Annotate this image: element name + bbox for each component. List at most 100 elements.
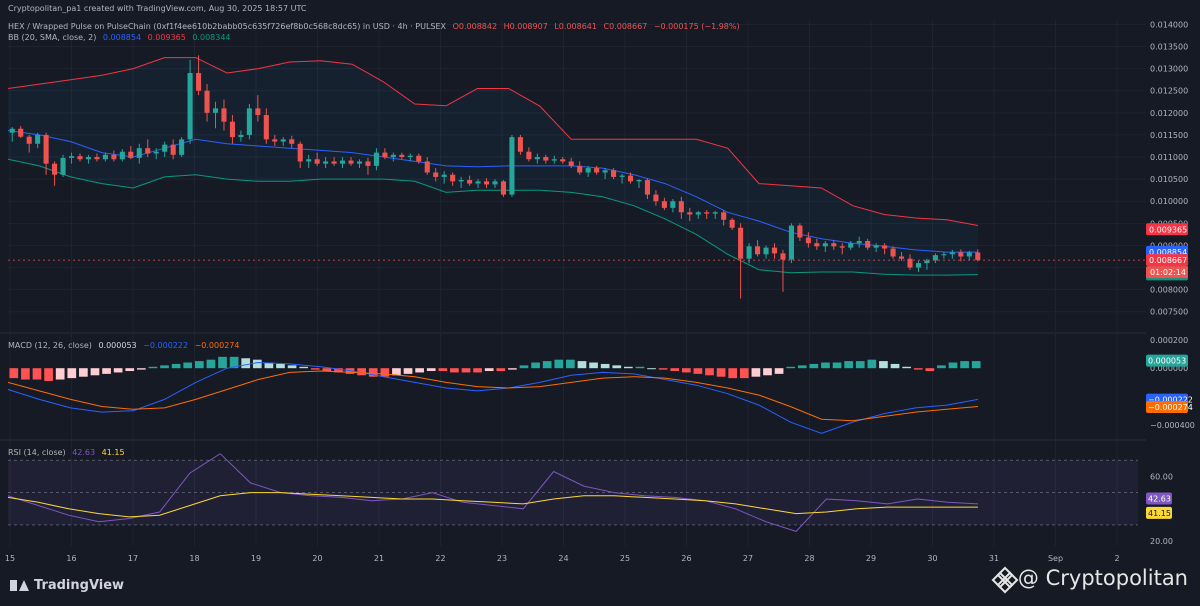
- rsi-axis-marker: [1146, 506, 1172, 519]
- candle-body: [721, 212, 727, 220]
- candle-body: [450, 174, 456, 182]
- bb-legend[interactable]: BB (20, SMA, close, 2) 0.008854 0.009365…: [8, 33, 235, 42]
- time-tick-label: 17: [128, 554, 138, 563]
- macd-histogram-bar: [102, 368, 111, 374]
- candle-body: [670, 201, 676, 208]
- rsi-ma-line: [7, 492, 978, 518]
- rsi-axis-marker-label: 42.63: [1148, 495, 1171, 504]
- macd-histogram-bar: [194, 361, 204, 369]
- chart-canvas[interactable]: 0.014000 0.013500 0.013000 0.012500 0.012000…: [0, 0, 1200, 570]
- candle-body: [661, 201, 667, 208]
- candle-body: [382, 152, 388, 158]
- macd-histogram-bar: [438, 368, 448, 372]
- candle-body: [568, 161, 574, 166]
- candle-body: [306, 159, 312, 162]
- macd-histogram-bar: [879, 361, 888, 369]
- tradingview-logo[interactable]: TradingView: [10, 578, 124, 593]
- bb-lower-value: 0.008344: [192, 33, 231, 42]
- time-tick-label: 15: [5, 554, 15, 563]
- candle-body: [695, 212, 701, 215]
- candle-body: [221, 108, 227, 122]
- macd-histogram-bar: [542, 361, 552, 369]
- macd-histogram-bar: [322, 368, 332, 372]
- candle-body: [949, 252, 955, 255]
- candle-body: [839, 246, 845, 248]
- macd-label: MACD (12, 26, close): [8, 341, 92, 350]
- candle-body: [340, 160, 346, 164]
- price-tick-label: 0.011500: [1150, 131, 1188, 140]
- time-tick-label: 26: [681, 554, 691, 563]
- price-tick-label: 0.013000: [1150, 65, 1188, 74]
- candle-body: [882, 245, 888, 249]
- macd-histogram-bar: [809, 363, 819, 369]
- candle-body: [229, 121, 235, 138]
- macd-histogram-bar: [160, 365, 169, 369]
- time-tick-label: 30: [927, 554, 937, 563]
- macd-histogram-bar: [508, 368, 517, 370]
- macd-hist-value: 0.000053: [98, 341, 137, 350]
- candle-body: [534, 157, 540, 160]
- candle-body: [492, 181, 498, 185]
- macd-histogram-bar: [206, 359, 216, 369]
- cryptopolitan-wordmark: @ Cryptopolitan: [1017, 566, 1188, 590]
- candle-body: [85, 157, 92, 160]
- candle-body: [212, 108, 219, 113]
- macd-histogram-bar: [960, 361, 969, 369]
- price-axis-marker: [1146, 223, 1188, 236]
- candle-body: [763, 247, 769, 255]
- time-tick-label: 24: [558, 554, 568, 563]
- candle-body: [924, 260, 930, 264]
- macd-histogram-bar: [531, 362, 540, 369]
- macd-histogram-bar: [426, 368, 436, 372]
- candle-body: [797, 225, 803, 238]
- macd-histogram-bar: [125, 368, 135, 372]
- macd-axis-marker: [1146, 401, 1188, 414]
- bb-upper-value: 0.009365: [147, 33, 186, 42]
- candle-body: [18, 128, 24, 137]
- candle-body: [196, 73, 202, 91]
- candle-body: [619, 175, 625, 177]
- candle-body: [746, 246, 752, 259]
- macd-histogram-bar: [368, 368, 378, 377]
- candle-body: [356, 161, 363, 164]
- candle-body: [102, 154, 108, 160]
- macd-signal-line: [7, 370, 979, 422]
- candle-body: [712, 212, 718, 214]
- candle-body: [68, 156, 75, 158]
- time-tick-label: 2: [1114, 554, 1119, 563]
- macd-histogram-bar: [971, 361, 981, 369]
- candle-body: [390, 154, 396, 158]
- time-tick-label: 16: [66, 554, 76, 563]
- candle-body: [831, 243, 837, 247]
- candle-body: [246, 108, 252, 135]
- candle-body: [560, 159, 566, 162]
- macd-histogram-bar: [913, 368, 923, 370]
- macd-legend[interactable]: MACD (12, 26, close) 0.000053 −0.000222 …: [8, 341, 243, 350]
- countdown-marker: [1146, 266, 1188, 279]
- candle-body: [255, 108, 261, 116]
- candle-body: [898, 256, 905, 259]
- macd-tick-label: 0.000200: [1150, 336, 1188, 345]
- candle-body: [788, 225, 794, 260]
- macd-histogram-bar: [357, 368, 367, 376]
- rsi-legend[interactable]: RSI (14, close) 42.63 41.15: [8, 448, 129, 457]
- candle-body: [94, 157, 100, 160]
- candle-body: [941, 254, 947, 256]
- candle-body: [26, 136, 32, 144]
- candle-body: [136, 148, 142, 158]
- candle-body: [509, 137, 515, 195]
- macd-histogram-bar: [392, 368, 401, 376]
- rsi-line: [7, 453, 979, 532]
- price-axis-marker-label: 0.009365: [1149, 225, 1187, 234]
- candle-body: [128, 151, 134, 158]
- candle-body: [111, 154, 117, 160]
- candle-body: [441, 174, 447, 177]
- macd-histogram-bar: [623, 366, 633, 369]
- candle-body: [932, 255, 938, 261]
- candle-body: [162, 144, 168, 152]
- bb-lower-line: [7, 158, 979, 276]
- candle-body: [594, 168, 600, 173]
- cryptopolitan-watermark: @ Cryptopolitan: [991, 566, 1188, 594]
- candle-body: [458, 180, 464, 182]
- candle-body: [263, 115, 269, 140]
